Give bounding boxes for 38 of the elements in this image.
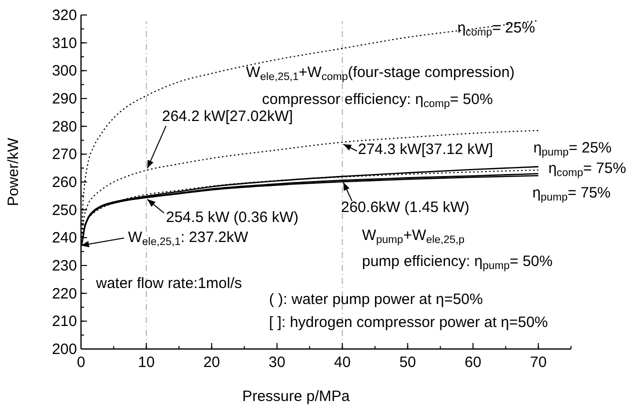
y-tick-label: 290: [52, 90, 77, 108]
annotation: 260.6kW (1.45 kW): [341, 199, 470, 216]
y-tick-label: 300: [52, 62, 77, 80]
series-label: η$_{comp}$= 75%: [548, 160, 626, 180]
y-tick-label: 250: [52, 202, 77, 219]
x-tick-label: 50: [399, 354, 416, 371]
y-tick-label: 270: [52, 146, 77, 164]
y-tick-label: 260: [52, 174, 77, 191]
annotation: 254.5 kW (0.36 kW): [166, 209, 299, 226]
annotation: compressor efficiency: η$_{comp}$= 50%: [262, 91, 493, 110]
annotation: 274.3 kW[37.12 kW]: [358, 141, 494, 158]
annotation: ( ): water pump power at η=50%: [269, 291, 483, 308]
y-tick-label: 220: [52, 285, 77, 302]
y-tick-label: 240: [52, 230, 77, 247]
annotation: pump efficiency: η$_{pump}$= 50%: [362, 253, 553, 272]
x-tick-label: 20: [203, 354, 220, 371]
series-label: η$_{pump}$= 25%: [533, 140, 612, 159]
annotation: 264.2 kW[27.02kW]: [162, 108, 293, 125]
y-tick-label: 320: [52, 7, 77, 24]
y-tick-label: 210: [52, 313, 77, 330]
series-label: η$_{pump}$= 75%: [532, 184, 611, 204]
x-tick-label: 10: [138, 354, 155, 371]
x-tick-label: 30: [268, 354, 286, 371]
x-tick-label: 70: [530, 354, 547, 371]
y-tick-label: 230: [52, 258, 77, 274]
annotation: W$_{ele,25,1}$+W$_{comp}$(four-stage compression): [246, 64, 515, 84]
annotation: water flow rate:1mol/s: [95, 275, 242, 292]
annotation: W$_{ele,25,1}$: 237.2kW: [128, 229, 249, 248]
y-tick-label: 200: [52, 341, 77, 358]
annotation: W$_{pump}$+W$_{ele,25,p}$: [362, 227, 465, 246]
x-tick-label: 0: [76, 354, 86, 371]
y-tick-label: 310: [52, 34, 77, 52]
x-tick-label: 60: [464, 354, 482, 371]
annotation: [ ]: hydrogen compressor power at η=50%: [269, 314, 548, 331]
y-axis-title: Power/kW: [5, 136, 22, 206]
x-axis-title: Pressure p/MPa: [242, 388, 350, 405]
x-tick-label: 40: [334, 354, 351, 371]
y-tick-label: 280: [52, 118, 77, 136]
